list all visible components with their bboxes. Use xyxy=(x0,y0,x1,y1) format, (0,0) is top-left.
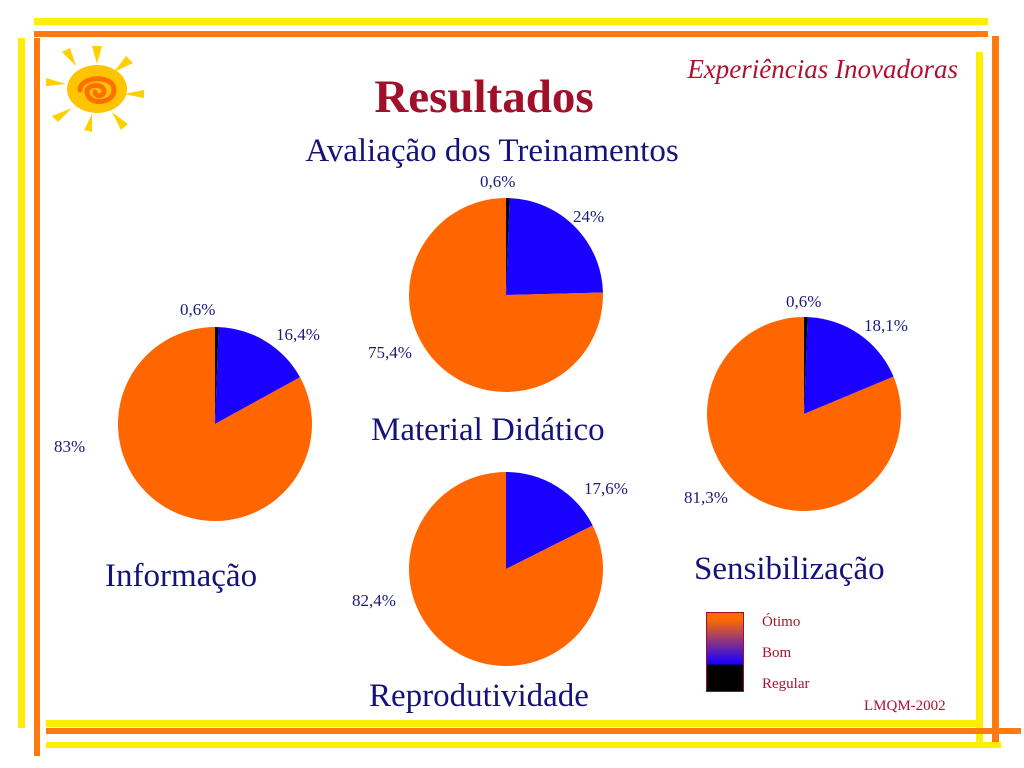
pie-data-label-3-3: 0,6% xyxy=(786,292,821,311)
chart-title-informacao: Informação xyxy=(105,558,258,594)
pie-slice-2-bom xyxy=(215,327,300,424)
pie-data-label-4-1: 82,4% xyxy=(352,591,396,610)
pie-data-label-2-2: 16,4% xyxy=(276,325,320,344)
frame-left-yellow-stripe xyxy=(18,38,25,728)
frame-bottom-orange-stripe xyxy=(46,728,1021,734)
frame-bottom-yellow-stripe xyxy=(46,720,982,727)
chart-title-material-didatico: Material Didático xyxy=(371,412,605,448)
frame-top-orange-stripe xyxy=(34,31,988,37)
pie-slice-1-bom xyxy=(506,198,603,295)
pie-data-label-2-3: 0,6% xyxy=(180,300,215,319)
legend-color-bar xyxy=(706,612,744,692)
frame-top-yellow-stripe xyxy=(34,18,988,25)
page-title: Resultados xyxy=(374,71,594,123)
pie-slice-1-otimo xyxy=(409,198,604,393)
pie-slice-3-otimo xyxy=(707,317,902,511)
frame-right-yellow-stripe xyxy=(976,52,983,742)
frame-right-orange-stripe xyxy=(992,36,999,748)
pie-data-label-1-1: 75,4% xyxy=(368,343,412,362)
frame-bottom-yellow-stripe-2 xyxy=(46,742,1001,748)
frame-left-orange-stripe xyxy=(34,38,40,756)
pie-slice-2-regular xyxy=(215,327,219,424)
pie-data-label-4-2: 17,6% xyxy=(584,479,628,498)
chart-title-sensibilizacao: Sensibilização xyxy=(694,551,885,587)
legend-item-regular: Regular xyxy=(762,676,810,692)
page-subtitle: Avaliação dos Treinamentos xyxy=(305,133,679,169)
pie-slice-3-bom xyxy=(804,317,894,414)
pie-data-label-3-2: 18,1% xyxy=(864,316,908,335)
footer-code: LMQM-2002 xyxy=(864,698,946,714)
legend-item-bom: Bom xyxy=(762,645,792,661)
pie-data-label-1-3: 0,6% xyxy=(480,172,515,191)
pie-slice-2-otimo xyxy=(117,327,312,521)
pie-data-label-3-1: 81,3% xyxy=(684,488,728,507)
legend-item-otimo: Ótimo xyxy=(762,614,801,630)
pie-slice-4-bom xyxy=(506,472,593,569)
pie-slice-4-otimo xyxy=(408,472,603,666)
chart-title-reprodutividade: Reprodutividade xyxy=(369,678,589,714)
pie-data-label-1-2: 24% xyxy=(573,207,604,226)
pie-slice-3-regular xyxy=(804,317,808,414)
pie-data-label-2-1: 83% xyxy=(54,437,85,456)
pie-slice-1-regular xyxy=(506,198,510,295)
brand-tagline: Experiências Inovadoras xyxy=(687,54,958,84)
sun-logo-icon xyxy=(46,46,144,132)
